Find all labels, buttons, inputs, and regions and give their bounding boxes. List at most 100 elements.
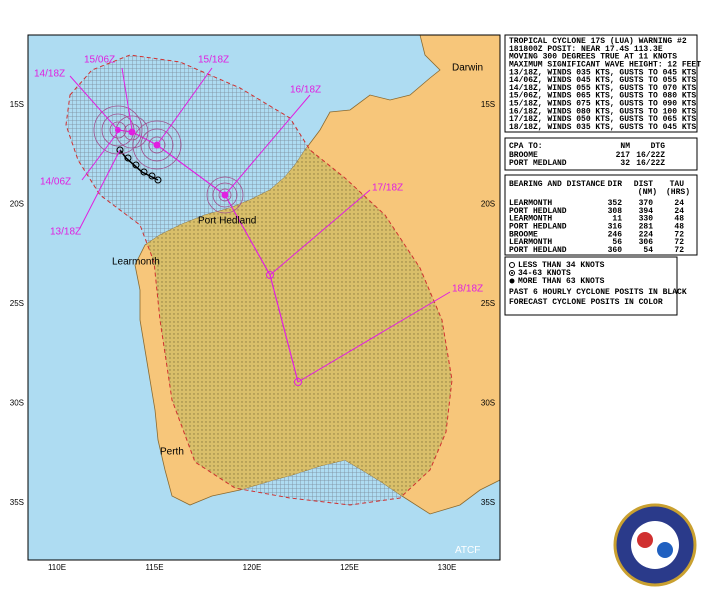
bearing-header: DIST xyxy=(634,180,653,189)
lat-label: 30S xyxy=(481,399,495,408)
cpa-cell: 217 xyxy=(616,151,631,160)
cpa-cell: PORT MEDLAND xyxy=(509,159,567,168)
bearing-cell: 54 xyxy=(643,246,653,255)
lon-label: 110E xyxy=(48,563,66,572)
warning-line: 14/06Z, WINDS 045 KTS, GUSTS TO 055 KTS xyxy=(509,76,696,85)
bearing-cell: 316 xyxy=(608,223,623,232)
warning-line: TROPICAL CYCLONE 17S (LUA) WARNING #2 xyxy=(509,37,687,46)
bearing-cell: 306 xyxy=(639,238,654,247)
bearing-cell: LEARMONTH xyxy=(509,199,552,208)
warning-line: 17/18Z, WINDS 050 KTS, GUSTS TO 065 KTS xyxy=(509,115,696,124)
forecast-weak xyxy=(266,271,302,386)
cpa-header: DTG xyxy=(651,142,666,151)
lat-label: 15S xyxy=(481,100,495,109)
bearing-cell: 72 xyxy=(674,230,684,239)
warning-line: 16/18Z, WINDS 080 KTS, GUSTS TO 100 KTS xyxy=(509,107,696,116)
cpa-cell: 16/22Z xyxy=(636,159,665,168)
place-label: Port Hedland xyxy=(198,216,256,227)
panel-box xyxy=(504,256,678,316)
time-label: 16/18Z xyxy=(290,85,321,96)
legend-text: MORE THAN 63 KNOTS xyxy=(518,277,605,286)
bearing-cell: LEARMONTH xyxy=(509,215,552,224)
bearing-cell: 72 xyxy=(674,246,684,255)
leader-lines xyxy=(69,67,451,383)
past-positions xyxy=(116,146,162,184)
panel-box xyxy=(504,174,698,256)
warning-line: MOVING 300 DEGREES TRUE AT 11 KNOTS xyxy=(509,53,677,62)
legend-text: 34-63 KNOTS xyxy=(518,269,571,278)
bearing-cell: 352 xyxy=(608,199,623,208)
time-label: 13/18Z xyxy=(50,227,81,238)
legend-text: FORECAST CYCLONE POSITS IN COLOR xyxy=(509,298,663,307)
warning-line: 18/18Z, WINDS 035 KTS, GUSTS TO 045 KTS xyxy=(509,123,696,132)
bearing-cell: 394 xyxy=(639,207,654,216)
panel-box xyxy=(504,137,698,171)
lon-label: 125E xyxy=(340,563,359,572)
danger-boundary xyxy=(65,54,453,506)
cpa-cell: BROOME xyxy=(509,151,538,160)
lat-label: 35S xyxy=(10,498,24,507)
lat-label: 20S xyxy=(481,200,495,209)
bearing-unit: (HRS) xyxy=(666,188,690,197)
map-frame xyxy=(27,34,501,561)
bearing-cell: 48 xyxy=(674,215,684,224)
bearing-header: TAU xyxy=(670,180,685,189)
bearing-cell: 11 xyxy=(612,215,622,224)
bearing-cell: PORT HEDLAND xyxy=(509,223,567,232)
bearing-cell: 330 xyxy=(639,215,654,224)
bearing-cell: 48 xyxy=(674,223,684,232)
bearing-cell: 24 xyxy=(674,199,684,208)
time-label: 17/18Z xyxy=(372,183,403,194)
bearing-cell: BROOME xyxy=(509,230,538,239)
lon-label: 130E xyxy=(438,563,457,572)
cpa-cell: 32 xyxy=(620,159,630,168)
bearing-cell: 360 xyxy=(608,246,623,255)
time-label: 15/06Z xyxy=(84,55,115,66)
lon-label: 115E xyxy=(145,563,163,572)
time-label: 15/18Z xyxy=(198,55,229,66)
lat-label: 25S xyxy=(10,299,24,308)
info-panel: TROPICAL CYCLONE 17S (LUA) WARNING #2181… xyxy=(504,34,701,316)
time-label: 14/06Z xyxy=(40,177,71,188)
warning-line: 13/18Z, WINDS 035 KTS, GUSTS TO 045 KTS xyxy=(509,68,696,77)
warning-line: MAXIMUM SIGNIFICANT WAVE HEIGHT: 12 FEET xyxy=(509,61,701,70)
logo xyxy=(613,503,697,587)
bearing-cell: 308 xyxy=(608,207,623,216)
warning-line: 181800Z POSIT: NEAR 17.4S 113.3E xyxy=(509,45,663,54)
axis-labels: 110E 115E 120E 125E 130E 15S 15S 20S 20S 25S 25S 30… xyxy=(10,100,495,572)
bearing-cell: 281 xyxy=(639,223,654,232)
bearing-unit: (NM) xyxy=(638,188,657,197)
cpa-cell: 16/22Z xyxy=(636,151,665,160)
bearing-cell: 56 xyxy=(612,238,622,247)
bearing-cell: 370 xyxy=(639,199,654,208)
lat-label: 15S xyxy=(10,100,24,109)
map-area: Darwin Port Hedland Learmonth Perth 15/0… xyxy=(28,35,500,560)
warning-line: 14/18Z, WINDS 055 KTS, GUSTS TO 070 KTS xyxy=(509,84,696,93)
lat-label: 30S xyxy=(10,399,24,408)
bearing-header: DIR xyxy=(608,180,623,189)
bearing-cell: 224 xyxy=(639,230,654,239)
bearing-cell: PORT HEDLAND xyxy=(509,207,567,216)
legend-text: LESS THAN 34 KNOTS xyxy=(518,261,605,270)
bearing-cell: LEARMONTH xyxy=(509,238,552,247)
credit: ATCF xyxy=(455,545,480,556)
bearing-cell: PORT HEDLAND xyxy=(509,246,567,255)
warning-line: 15/06Z, WINDS 065 KTS, GUSTS TO 080 KTS xyxy=(509,92,696,101)
legend-text: PAST 6 HOURLY CYCLONE POSITS IN BLACK xyxy=(509,288,687,297)
cpa-header: NM xyxy=(620,142,630,151)
panel-box xyxy=(504,34,698,133)
lat-label: 20S xyxy=(10,200,24,209)
warning-line: 15/18Z, WINDS 075 KTS, GUSTS TO 090 KTS xyxy=(509,100,696,109)
time-label: 14/18Z xyxy=(34,69,65,80)
bearing-cell: 24 xyxy=(674,207,684,216)
bearing-cell: 246 xyxy=(608,230,623,239)
lat-label: 25S xyxy=(481,299,495,308)
bearing-cell: 72 xyxy=(674,238,684,247)
place-label: Learmonth xyxy=(112,257,160,268)
place-label: Perth xyxy=(160,447,184,458)
place-label: Darwin xyxy=(452,63,483,74)
lat-label: 35S xyxy=(481,498,495,507)
lon-label: 120E xyxy=(243,563,262,572)
bearing-header: BEARING AND DISTANCE xyxy=(509,180,605,189)
